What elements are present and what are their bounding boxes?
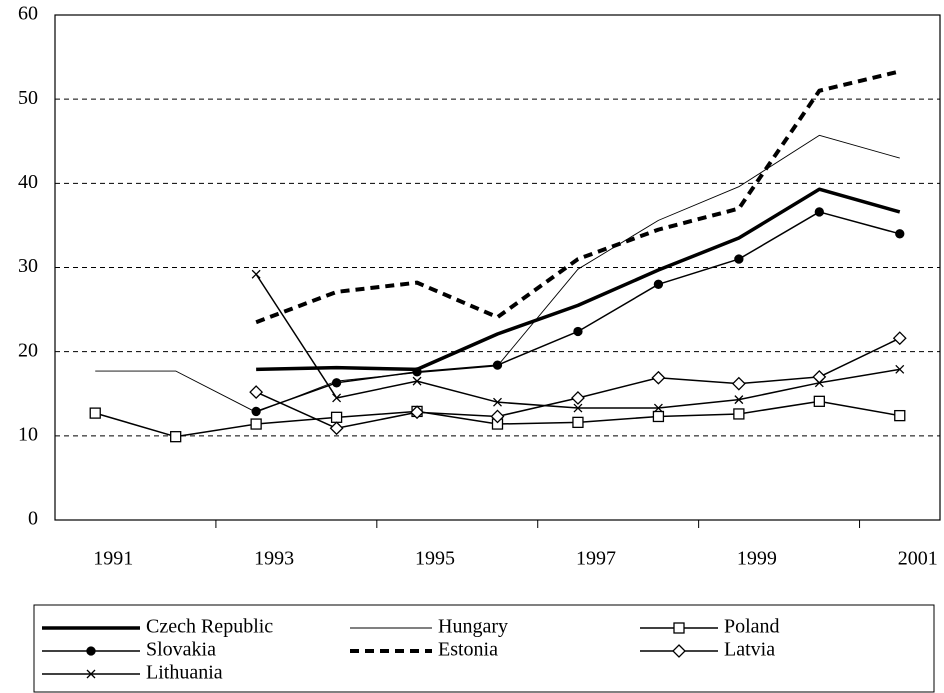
y-tick-label: 20 [18,339,38,361]
y-tick-label: 30 [18,255,38,277]
legend-label: Hungary [438,616,508,638]
marker [331,378,342,388]
marker [653,279,664,289]
marker [734,254,744,264]
y-tick-label: 50 [18,87,38,109]
series-line [256,187,901,372]
marker [573,326,583,337]
marker [329,421,344,436]
x-tick-label: 1997 [576,548,616,570]
marker [89,407,101,419]
marker [651,370,666,385]
marker [330,411,343,423]
x-tick-label: 2001 [898,548,938,570]
marker [812,369,827,384]
marker [731,376,746,391]
marker [571,391,585,405]
marker [814,378,824,388]
marker [733,408,745,420]
marker [493,397,502,407]
marker [250,418,262,430]
legend-marker [86,669,96,679]
marker [734,395,744,405]
legend-marker [672,644,686,658]
y-tick-label: 40 [18,171,38,193]
marker [410,405,424,420]
marker [249,385,264,399]
series-line [255,273,900,409]
legend-marker [673,622,685,634]
x-tick-label: 1999 [737,548,777,570]
y-tick-label: 60 [18,3,38,25]
marker [492,360,503,370]
series-line [95,134,900,413]
marker [894,409,906,422]
legend-marker [86,646,96,656]
x-tick-label: 1993 [254,548,294,570]
marker [170,431,182,443]
marker [251,406,261,417]
legend-box [33,604,935,693]
marker [332,393,342,403]
marker [412,376,422,386]
marker [813,395,825,407]
series-line [255,69,901,325]
marker [251,269,261,279]
marker [412,367,422,377]
marker [895,364,905,374]
marker [895,229,905,239]
marker [490,409,505,424]
x-tick-label: 1991 [93,548,133,570]
marker [572,416,584,429]
marker [573,403,583,413]
legend-label: Estonia [438,639,498,661]
marker [892,331,907,346]
x-tick-label: 1995 [415,548,455,570]
marker [814,207,824,217]
legend-label: Slovakia [146,639,216,661]
marker [653,403,663,413]
y-tick-label: 10 [18,423,38,445]
marker [652,410,665,423]
series-line [255,211,900,413]
legend-label: Czech Republic [146,616,273,638]
legend-label: Lithuania [146,662,223,684]
legend-label: Latvia [724,639,775,661]
y-tick-label: 0 [28,508,38,530]
legend-label: Poland [724,616,780,638]
